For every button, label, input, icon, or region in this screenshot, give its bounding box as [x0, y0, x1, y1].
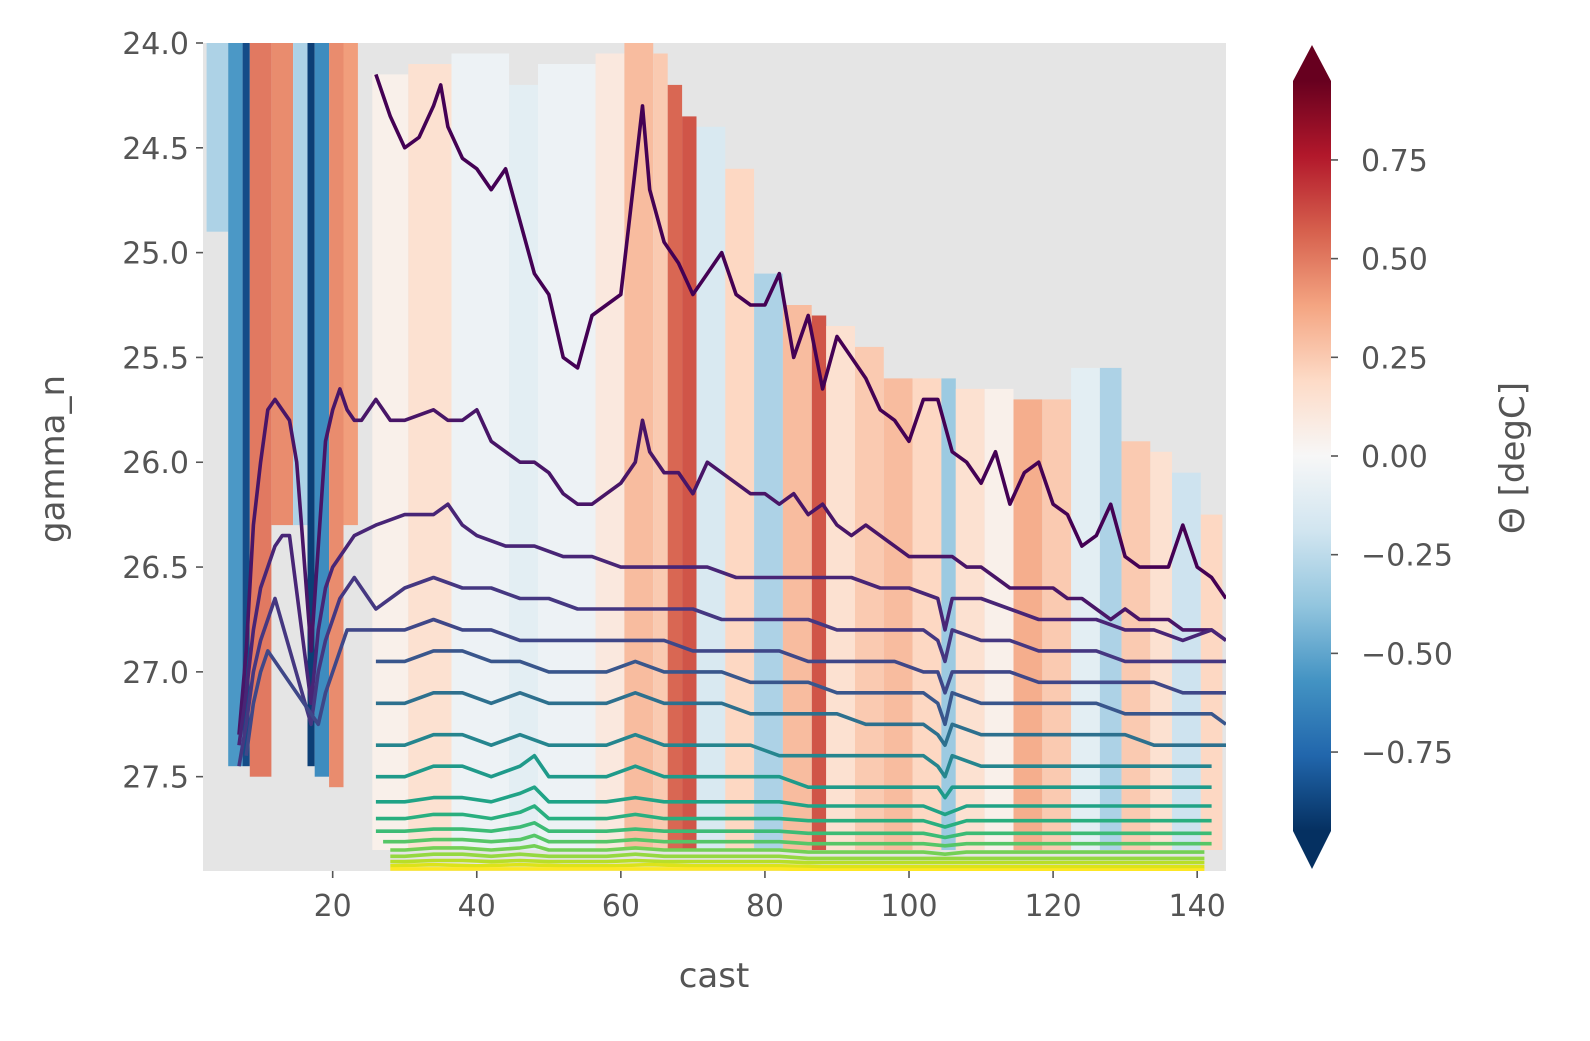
field-column-5: [293, 43, 308, 526]
field-column-37: [1150, 451, 1172, 851]
field-column-14: [538, 64, 596, 851]
colorbar-tick-label-3: 0.00: [1361, 440, 1428, 475]
y-tick-label-26.0: 26.0: [122, 446, 189, 481]
x-axis-label: cast: [679, 956, 750, 996]
field-column-6: [307, 43, 315, 767]
y-tick-label-24.5: 24.5: [122, 132, 189, 167]
field-column-11: [408, 64, 452, 851]
contour-line-11: [375, 821, 1212, 840]
colorbar-body: [1293, 81, 1331, 831]
field-column-26: [855, 346, 884, 850]
colorbar-tick-label-5: −0.50: [1361, 637, 1453, 672]
field-column-0: [206, 43, 229, 232]
contour-line-8: [375, 753, 1212, 800]
contour-line-14: [390, 852, 1205, 861]
y-tick-label-27.5: 27.5: [122, 761, 189, 796]
colorbar-tick-label-2: 0.25: [1361, 341, 1428, 376]
field-column-4: [271, 43, 293, 526]
field-column-25: [826, 326, 855, 851]
colorbar-tick-label-1: 0.50: [1361, 243, 1428, 278]
field-column-35: [1099, 367, 1122, 850]
x-tick-label-60: 60: [602, 889, 640, 924]
y-tick-label-25.0: 25.0: [122, 237, 189, 272]
colorbar-extend-max: [1293, 45, 1331, 81]
y-axis-label: gamma_n: [33, 375, 73, 543]
colorbar-label: Θ [degC]: [1493, 382, 1533, 534]
contour-line-6: [375, 691, 1226, 747]
field-column-10: [372, 74, 409, 850]
field-column-7: [314, 43, 330, 777]
field-column-18: [667, 84, 683, 850]
contour-line-15: [390, 858, 1205, 865]
contour-line-7: [375, 732, 1212, 779]
density-contours: [237, 73, 1226, 871]
contour-line-10: [375, 804, 1212, 829]
y-tick-label-26.5: 26.5: [122, 551, 189, 586]
field-column-32: [1013, 399, 1043, 851]
field-column-31: [984, 388, 1014, 851]
field-column-2: [242, 43, 250, 767]
contour-line-13: [390, 844, 1205, 856]
colorbar: 0.75 0.50 0.25 0.00 −0.25 −0.50 −0.75 Θ [degC]: [1293, 45, 1533, 869]
field-column-12: [451, 53, 510, 851]
x-tick-label-120: 120: [1024, 889, 1081, 924]
contour-line-16: [390, 862, 1205, 869]
x-tick-label-140: 140: [1169, 889, 1226, 924]
x-tick-label-100: 100: [880, 889, 937, 924]
contour-line-0: [374, 73, 1226, 600]
field-column-13: [509, 84, 538, 850]
field-column-17: [653, 53, 668, 851]
contour-line-9: [375, 785, 1212, 817]
field-column-39: [1200, 514, 1223, 850]
field-column-3: [249, 43, 272, 777]
contour-line-12: [383, 833, 1212, 848]
field-column-22: [754, 273, 783, 851]
contour-line-17: [390, 867, 1205, 871]
y-tick-label-24.0: 24.0: [122, 27, 189, 62]
y-axis-ticks: 24.0 24.5 25.0 25.5 26.0 26.5 27.0 27.5: [122, 27, 203, 796]
colorbar-extend-min: [1293, 831, 1331, 869]
field-column-9: [343, 43, 358, 526]
contour-line-2: [237, 502, 1226, 746]
y-tick-label-27.0: 27.0: [122, 656, 189, 691]
field-column-1: [228, 43, 243, 767]
colorbar-ticks: 0.75 0.50 0.25 0.00 −0.25 −0.50 −0.75: [1331, 144, 1453, 771]
field-column-19: [682, 116, 697, 851]
colorbar-tick-label-0: 0.75: [1361, 144, 1428, 179]
x-tick-label-80: 80: [746, 889, 784, 924]
field-column-15: [595, 53, 625, 851]
field-column-28: [912, 378, 942, 850]
contour-line-3: [237, 575, 1226, 767]
field-column-24: [811, 315, 827, 850]
x-tick-label-40: 40: [458, 889, 496, 924]
field-column-20: [696, 126, 726, 851]
colorbar-tick-label-4: −0.25: [1361, 539, 1453, 574]
colorbar-tick-label-6: −0.75: [1361, 736, 1453, 771]
contour-line-1: [237, 387, 1226, 735]
field-column-27: [883, 378, 913, 850]
field-column-36: [1121, 441, 1151, 851]
x-tick-label-20: 20: [314, 889, 352, 924]
y-tick-label-25.5: 25.5: [122, 341, 189, 376]
contour-line-4: [244, 617, 1226, 756]
contour-line-5: [375, 649, 1226, 727]
field-column-33: [1042, 399, 1072, 851]
x-axis-ticks: 20 40 60 80 100 120 140: [314, 871, 1226, 924]
